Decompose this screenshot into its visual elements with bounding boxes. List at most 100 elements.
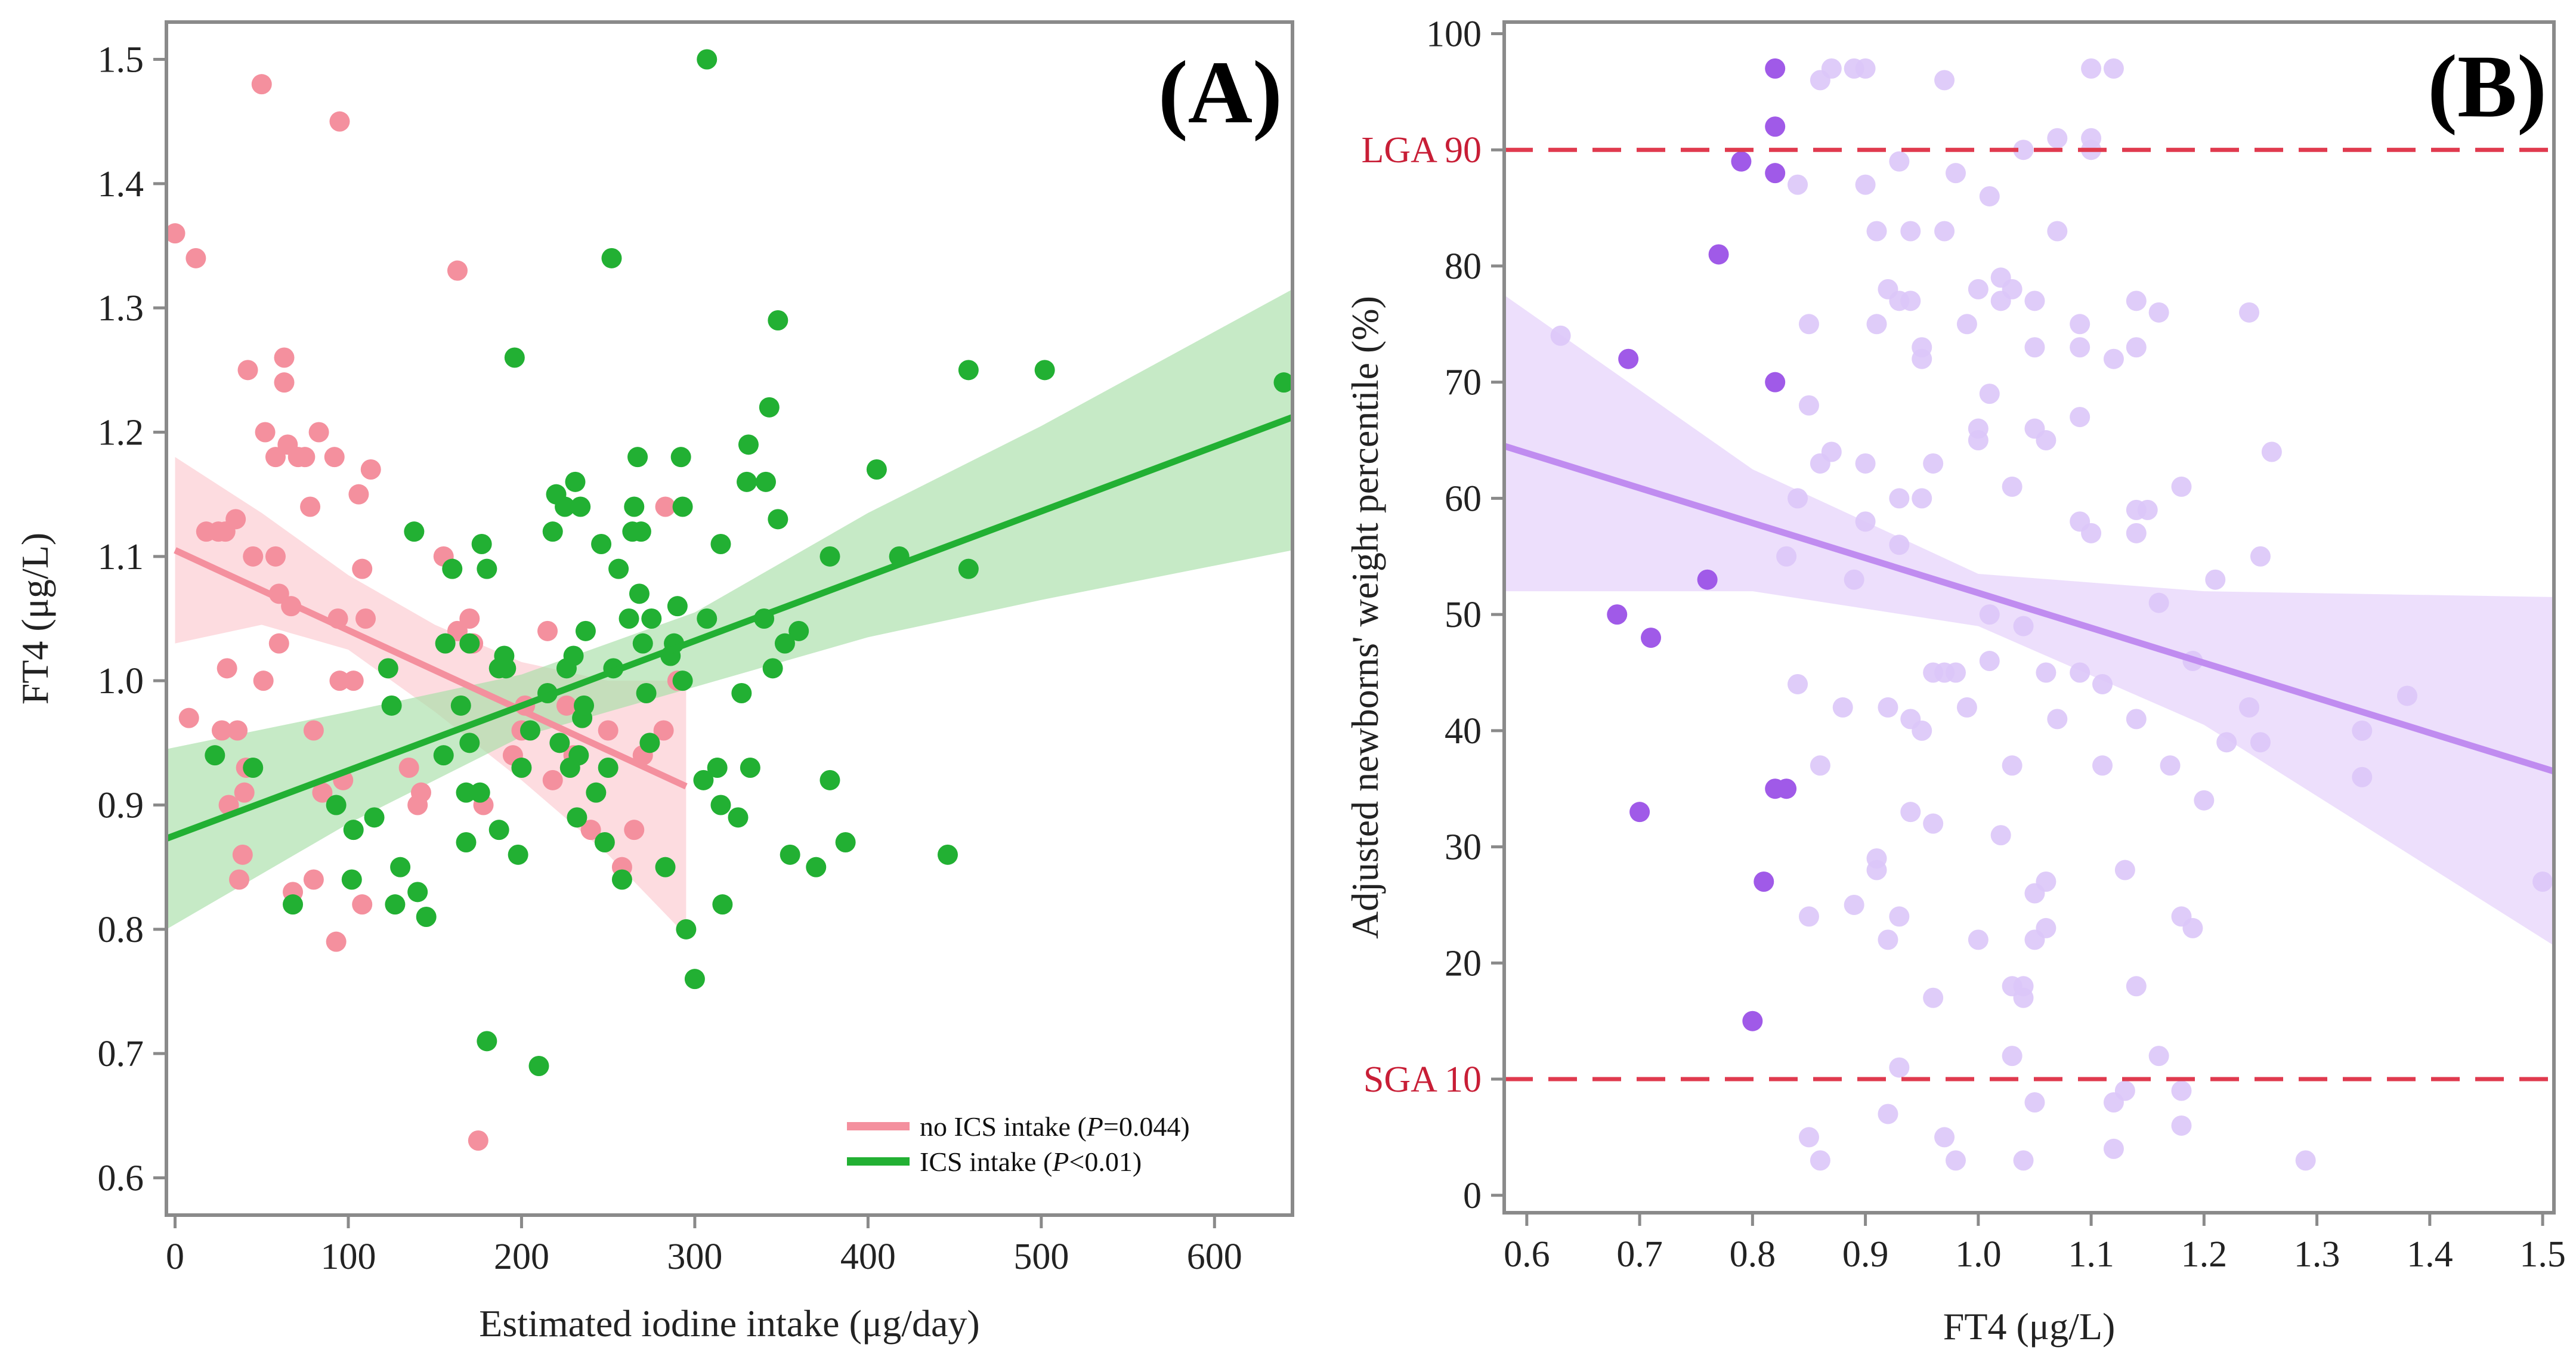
point-no-ics: [234, 782, 255, 803]
point-dark: [1765, 163, 1786, 184]
point-dark: [1641, 628, 1662, 648]
point-light: [1945, 662, 1966, 683]
point-light: [2047, 128, 2068, 149]
point-ics: [243, 758, 264, 778]
point-no-ics: [398, 758, 419, 778]
point-light: [1945, 1150, 1966, 1171]
x-tick-label: 0.8: [1730, 1234, 1776, 1275]
point-no-ics: [308, 422, 329, 443]
point-no-ics: [355, 608, 376, 629]
point-no-ics: [556, 695, 577, 716]
point-light: [2103, 58, 2124, 79]
panel-b-y-axis-title: Adjusted newborns' weight percentile (%): [1344, 296, 1386, 939]
point-light: [2002, 476, 2023, 497]
point-ics: [639, 733, 660, 753]
point-light: [1968, 929, 1989, 950]
point-light: [2002, 279, 2023, 299]
point-light: [2205, 569, 2226, 590]
point-ics: [601, 248, 622, 268]
point-no-ics: [324, 447, 345, 468]
point-ics: [611, 869, 632, 890]
point-light: [1855, 174, 1876, 195]
point-light: [2261, 441, 2282, 462]
point-no-ics: [268, 633, 289, 654]
point-ics: [477, 558, 497, 579]
point-ics: [568, 745, 589, 766]
point-no-ics: [295, 447, 316, 468]
point-no-ics: [447, 620, 468, 641]
point-light: [2160, 755, 2181, 776]
y-tick-label: 0.9: [98, 786, 144, 826]
point-light: [1956, 697, 1977, 718]
reference-label: SGA 10: [1363, 1059, 1482, 1100]
legend-no-ics-label: no ICS intake (P=0.044): [920, 1111, 1190, 1142]
point-light: [1788, 488, 1808, 509]
point-ics: [456, 782, 477, 803]
point-no-ics: [312, 782, 333, 803]
point-ics: [1273, 372, 1294, 393]
point-ics: [731, 683, 752, 703]
point-dark: [1629, 802, 1650, 823]
point-no-ics: [598, 720, 619, 741]
point-ics: [477, 1031, 497, 1052]
point-ics: [676, 919, 697, 940]
point-ics: [780, 844, 800, 865]
point-dark: [1776, 778, 1797, 799]
point-light: [1889, 1057, 1910, 1078]
point-ics: [697, 49, 718, 70]
point-light: [2002, 1046, 2023, 1067]
point-dark: [1754, 872, 1774, 892]
point-light: [2396, 685, 2417, 706]
legend-ics-label: ICS intake (P<0.01): [920, 1147, 1142, 1177]
point-light: [2047, 709, 2068, 730]
point-ics: [627, 447, 648, 468]
point-dark: [1618, 348, 1639, 369]
point-light: [1889, 906, 1910, 927]
point-light: [1776, 546, 1797, 567]
point-dark: [1607, 604, 1628, 625]
point-light: [1889, 534, 1910, 555]
y-tick-label: 0.7: [98, 1034, 144, 1074]
point-ics: [774, 633, 795, 654]
point-light: [1866, 848, 1887, 869]
point-no-ics: [542, 770, 563, 790]
point-no-ics: [274, 347, 295, 368]
point-light: [1912, 488, 1932, 509]
panel-a-x-axis-title: Estimated iodine intake (μg/day): [479, 1302, 979, 1345]
point-ics: [283, 894, 304, 915]
point-light: [1866, 221, 1887, 242]
point-ics: [632, 633, 653, 654]
point-light: [1810, 755, 1830, 776]
panel-b-frame: [1502, 20, 2556, 1215]
point-ics: [738, 434, 759, 455]
point-ics: [608, 558, 629, 579]
point-light: [2171, 1115, 2192, 1136]
point-light: [2171, 476, 2192, 497]
point-no-ics: [265, 447, 286, 468]
point-ics: [1034, 360, 1055, 381]
point-ics: [820, 546, 840, 567]
y-tick-label: 50: [1445, 595, 1482, 635]
point-ics: [591, 534, 612, 554]
point-light: [1912, 720, 1932, 741]
point-light: [1923, 987, 1944, 1008]
point-ics: [710, 795, 731, 815]
point-light: [2126, 976, 2147, 997]
point-light: [1979, 186, 2000, 207]
point-no-ics: [360, 459, 381, 480]
point-no-ics: [227, 720, 248, 741]
x-tick-label: 0.6: [1504, 1234, 1550, 1275]
point-light: [2036, 662, 2057, 683]
point-light: [1923, 453, 1944, 474]
point-ics: [205, 745, 225, 766]
point-light: [1878, 929, 1898, 950]
point-no-ics: [303, 869, 324, 890]
y-tick-label: 0.6: [98, 1158, 144, 1199]
point-ics: [624, 496, 645, 517]
point-ics: [937, 844, 958, 865]
point-ics: [958, 360, 979, 381]
y-tick-label: 70: [1445, 363, 1482, 403]
point-light: [2148, 302, 2169, 323]
point-ics: [496, 658, 517, 679]
point-light: [1878, 697, 1898, 718]
